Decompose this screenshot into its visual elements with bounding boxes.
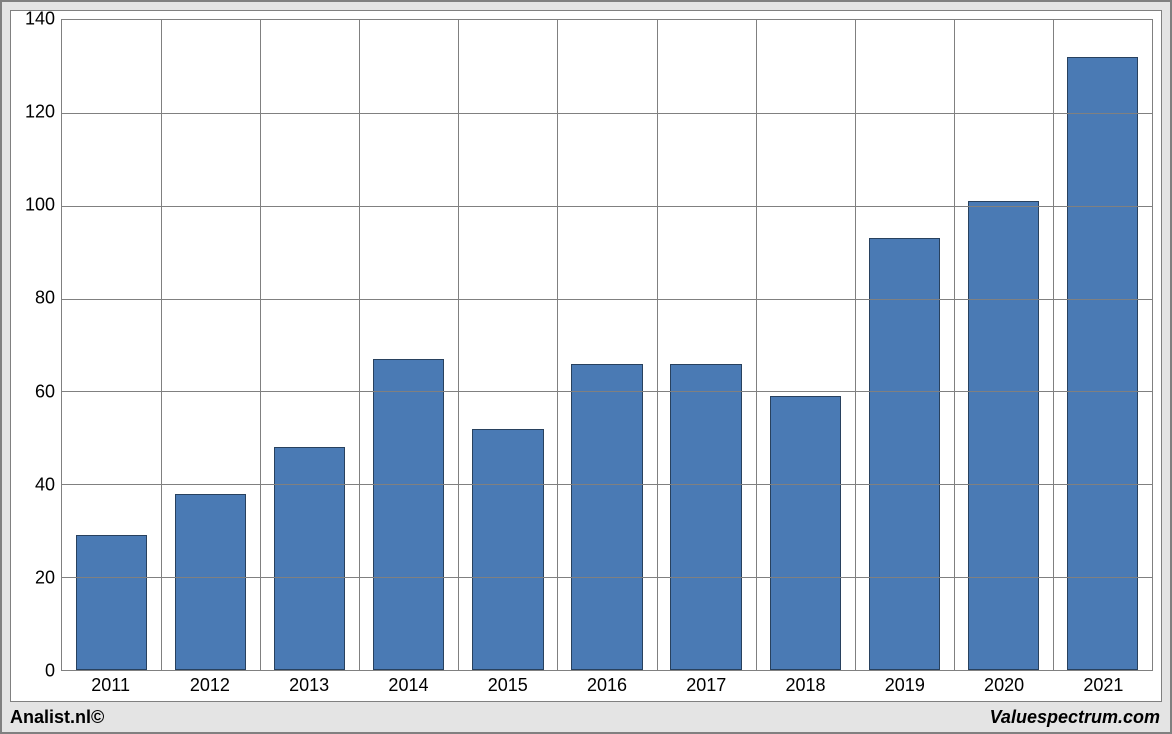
x-tick-label: 2018 [786,675,826,696]
gridline-horizontal [62,577,1152,578]
bar [770,396,841,670]
x-tick-label: 2014 [388,675,428,696]
footer-right-credit: Valuespectrum.com [990,707,1160,728]
gridline-vertical [855,20,856,670]
x-tick-label: 2016 [587,675,627,696]
gridline-vertical [458,20,459,670]
gridline-vertical [260,20,261,670]
bar [274,447,345,670]
gridline-vertical [756,20,757,670]
x-tick-label: 2013 [289,675,329,696]
x-tick-label: 2017 [686,675,726,696]
x-tick-label: 2011 [91,675,130,696]
bar [175,494,246,670]
gridline-vertical [161,20,162,670]
x-axis: 2011 2012 2013 2014 2015 2016 2017 2018 2019 2020… [61,671,1153,701]
gridline-vertical [557,20,558,670]
x-tick-label: 2012 [190,675,230,696]
x-tick-label: 2015 [488,675,528,696]
bar [373,359,444,670]
y-tick-label: 100 [25,195,55,216]
gridline-vertical [1053,20,1054,670]
y-tick-label: 140 [25,9,55,30]
gridline-vertical [359,20,360,670]
y-tick-label: 80 [35,288,55,309]
gridline-vertical [657,20,658,670]
bar [76,535,147,670]
bar [472,429,543,670]
bars-layer [62,20,1152,670]
bar [968,201,1039,670]
y-tick-label: 60 [35,381,55,402]
y-tick-label: 40 [35,474,55,495]
bar [571,364,642,670]
bar [869,238,940,670]
x-tick-label: 2019 [885,675,925,696]
gridline-horizontal [62,391,1152,392]
x-tick-label: 2021 [1083,675,1123,696]
y-tick-label: 0 [45,661,55,682]
x-tick-label: 2020 [984,675,1024,696]
gridline-horizontal [62,484,1152,485]
gridline-horizontal [62,206,1152,207]
chart-frame: 020406080100120140 201120122013201420152… [0,0,1172,734]
footer-left-credit: Analist.nl© [10,707,104,728]
bar [670,364,741,670]
y-axis: 020406080100120140 [11,19,61,671]
gridline-vertical [954,20,955,670]
y-tick-label: 120 [25,102,55,123]
gridline-horizontal [62,113,1152,114]
plot-outer: 020406080100120140 201120122013201420152… [10,10,1162,702]
plot-area [61,19,1153,671]
y-tick-label: 20 [35,567,55,588]
gridline-horizontal [62,299,1152,300]
